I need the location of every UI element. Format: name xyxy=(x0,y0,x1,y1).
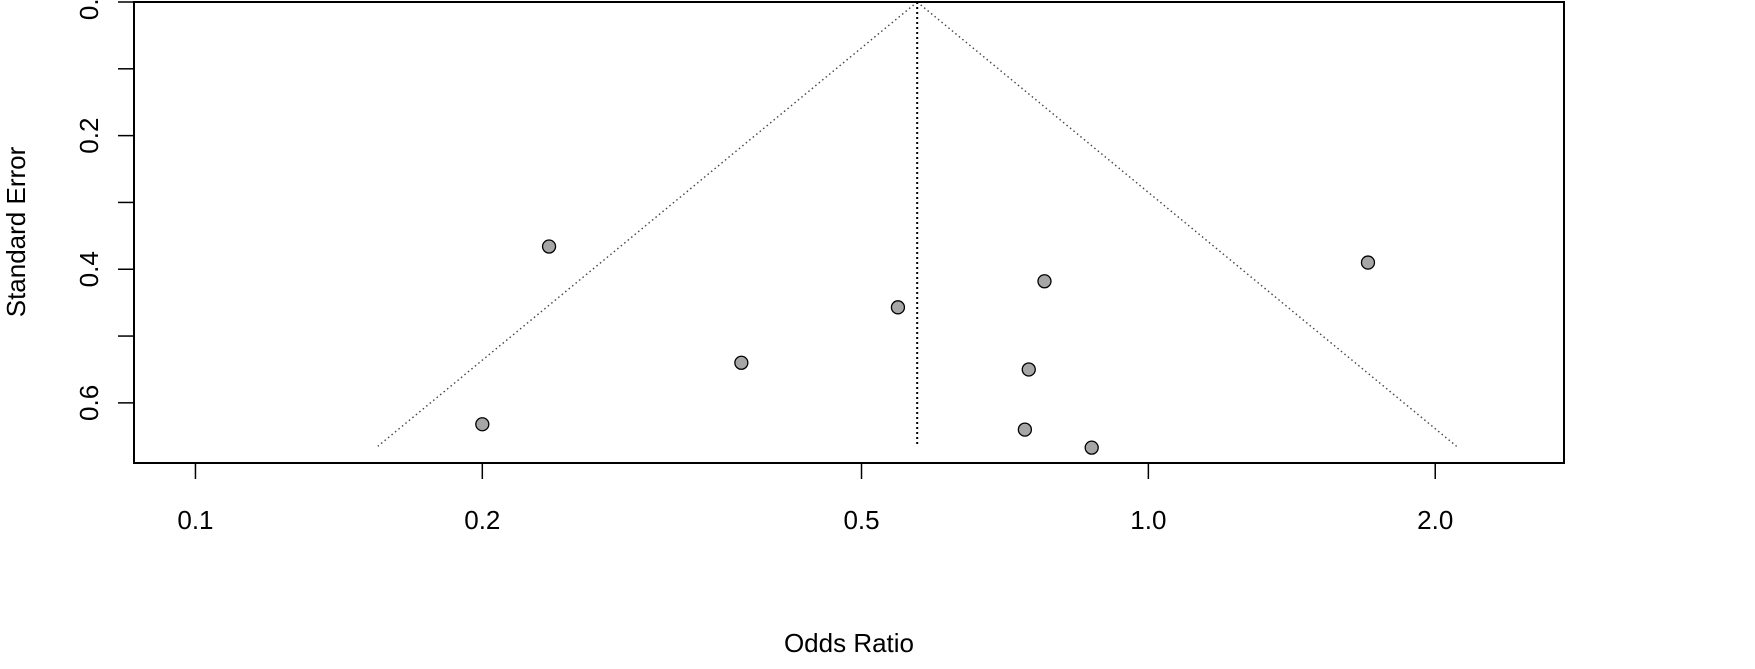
x-axis-title: Odds Ratio xyxy=(784,628,914,658)
study-point-1 xyxy=(541,239,557,254)
y-tick-label: 0.2 xyxy=(74,118,104,154)
y-tick-label: 0.0 xyxy=(74,0,104,20)
plot-frame xyxy=(133,1,1565,464)
y-axis: 0.0 0.2 0.4 0.6 xyxy=(74,0,134,421)
study-points xyxy=(475,239,1376,455)
x-tick-label: 2.0 xyxy=(1417,505,1453,535)
x-tick-label: 0.2 xyxy=(464,505,500,535)
study-point-4 xyxy=(890,300,906,315)
x-tick-label: 0.5 xyxy=(843,505,879,535)
y-tick-label: 0.4 xyxy=(74,251,104,287)
funnel-lines xyxy=(377,1,1458,447)
x-tick-label: 0.1 xyxy=(177,505,213,535)
study-point-5 xyxy=(1037,274,1052,289)
x-axis: 0.1 0.2 0.5 1.0 2.0 xyxy=(177,463,1453,535)
study-point-8 xyxy=(1084,440,1099,455)
study-point-9 xyxy=(1360,255,1376,270)
study-point-6 xyxy=(1021,362,1036,377)
y-tick-label: 0.6 xyxy=(74,385,104,421)
study-point-3 xyxy=(734,355,749,370)
x-tick-label: 1.0 xyxy=(1130,505,1166,535)
study-point-7 xyxy=(1017,422,1033,437)
study-point-2 xyxy=(475,417,490,432)
y-axis-title: Standard Error xyxy=(1,146,31,317)
